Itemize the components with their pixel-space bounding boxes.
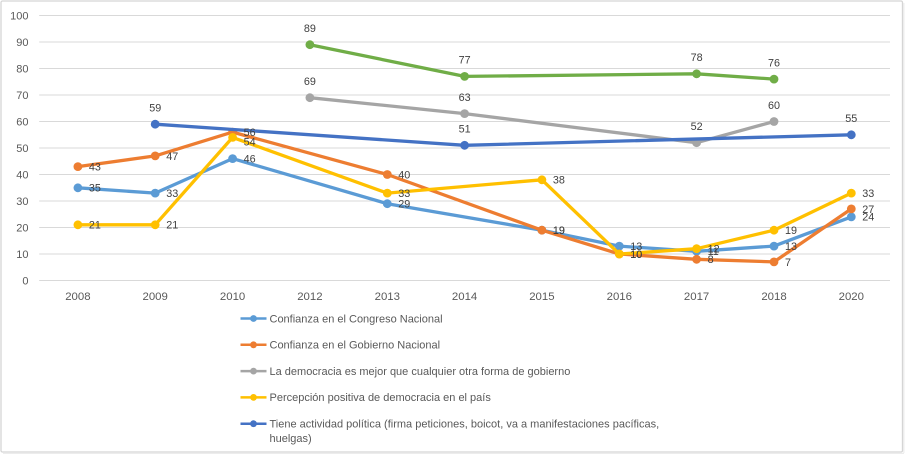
svg-text:63: 63 bbox=[459, 92, 471, 104]
svg-text:19: 19 bbox=[553, 225, 565, 237]
svg-text:Confianza en el Congreso Nacio: Confianza en el Congreso Nacional bbox=[270, 313, 443, 325]
svg-text:11: 11 bbox=[708, 246, 719, 258]
svg-text:59: 59 bbox=[149, 103, 161, 115]
svg-text:0: 0 bbox=[22, 275, 28, 287]
svg-text:2010: 2010 bbox=[220, 291, 245, 303]
svg-text:33: 33 bbox=[862, 188, 874, 200]
svg-text:21: 21 bbox=[89, 220, 101, 232]
svg-text:24: 24 bbox=[862, 212, 874, 224]
svg-text:2016: 2016 bbox=[607, 291, 632, 303]
svg-text:43: 43 bbox=[89, 161, 101, 173]
svg-text:Tiene actividad política (firm: Tiene actividad política (firma peticion… bbox=[270, 419, 660, 431]
svg-text:Confianza en el Gobierno Nacio: Confianza en el Gobierno Nacional bbox=[270, 340, 441, 352]
svg-text:2009: 2009 bbox=[143, 291, 168, 303]
svg-text:54: 54 bbox=[244, 136, 256, 148]
svg-text:80: 80 bbox=[16, 63, 28, 75]
svg-text:70: 70 bbox=[16, 90, 28, 102]
svg-text:2008: 2008 bbox=[65, 291, 90, 303]
svg-text:60: 60 bbox=[16, 116, 28, 128]
svg-text:13: 13 bbox=[630, 241, 642, 253]
svg-text:76: 76 bbox=[768, 57, 780, 69]
svg-text:10: 10 bbox=[630, 249, 642, 261]
svg-text:29: 29 bbox=[398, 199, 410, 211]
svg-text:7: 7 bbox=[785, 257, 791, 269]
svg-text:Percepción positiva de democra: Percepción positiva de democracia en el … bbox=[270, 392, 492, 404]
svg-text:2020: 2020 bbox=[839, 291, 864, 303]
svg-text:2013: 2013 bbox=[375, 291, 400, 303]
svg-text:77: 77 bbox=[459, 55, 471, 67]
svg-text:40: 40 bbox=[16, 169, 28, 181]
svg-text:8: 8 bbox=[708, 254, 714, 266]
svg-text:21: 21 bbox=[166, 220, 178, 232]
svg-text:90: 90 bbox=[16, 37, 28, 49]
svg-text:33: 33 bbox=[166, 188, 178, 200]
svg-text:2017: 2017 bbox=[684, 291, 709, 303]
svg-text:13: 13 bbox=[785, 241, 797, 253]
svg-text:27: 27 bbox=[862, 204, 874, 216]
svg-text:2018: 2018 bbox=[761, 291, 786, 303]
svg-text:100: 100 bbox=[10, 10, 28, 22]
svg-text:40: 40 bbox=[398, 169, 410, 181]
svg-text:52: 52 bbox=[691, 121, 703, 133]
svg-text:46: 46 bbox=[244, 153, 256, 165]
svg-text:55: 55 bbox=[845, 113, 857, 125]
svg-text:51: 51 bbox=[459, 124, 471, 136]
svg-text:38: 38 bbox=[553, 175, 565, 187]
svg-text:19: 19 bbox=[785, 225, 797, 237]
svg-text:89: 89 bbox=[304, 23, 316, 35]
svg-text:30: 30 bbox=[16, 196, 28, 208]
svg-text:2012: 2012 bbox=[297, 291, 322, 303]
svg-text:huelgas): huelgas) bbox=[270, 433, 312, 445]
svg-text:La democracia es mejor que cua: La democracia es mejor que cualquier otr… bbox=[270, 366, 571, 378]
svg-text:10: 10 bbox=[16, 249, 28, 261]
svg-text:50: 50 bbox=[16, 143, 28, 155]
svg-text:19: 19 bbox=[553, 225, 565, 237]
svg-text:78: 78 bbox=[691, 52, 703, 64]
svg-text:2014: 2014 bbox=[452, 291, 477, 303]
svg-text:10: 10 bbox=[630, 249, 642, 261]
svg-text:56: 56 bbox=[244, 127, 256, 139]
svg-text:2015: 2015 bbox=[529, 291, 554, 303]
svg-text:20: 20 bbox=[16, 222, 28, 234]
svg-text:12: 12 bbox=[708, 244, 720, 256]
svg-text:47: 47 bbox=[166, 151, 178, 163]
svg-text:69: 69 bbox=[304, 76, 316, 88]
svg-text:35: 35 bbox=[89, 183, 101, 195]
svg-text:60: 60 bbox=[768, 100, 780, 112]
svg-text:33: 33 bbox=[398, 188, 410, 200]
